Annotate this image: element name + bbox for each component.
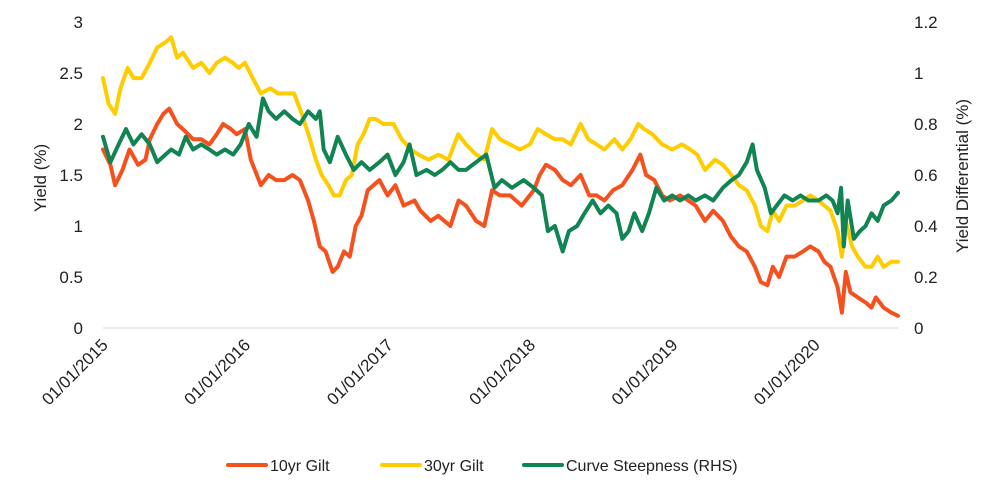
legend: 10yr Gilt 30yr Gilt Curve Steepness (RHS) (226, 458, 738, 475)
y-right-tick-label: 0.4 (914, 217, 938, 236)
y-axis-left-title: Yield (%) (31, 144, 50, 212)
x-tick-label: 01/01/2018 (466, 335, 540, 409)
legend-label-curve-steepness-rhs: Curve Steepness (RHS) (566, 458, 738, 475)
y-right-tick-label: 0.6 (914, 166, 938, 185)
series-line-10yr-gilt (101, 106, 900, 318)
x-tick-label: 01/01/2015 (38, 335, 112, 409)
y-left-tick-label: 2.5 (59, 64, 83, 83)
y-left-tick-label: 2 (74, 115, 83, 134)
y-left-tick-label: 0.5 (59, 268, 83, 287)
x-ticks: 01/01/2015 01/01/2016 01/01/2017 01/01/2018… (38, 335, 824, 409)
x-tick-label: 01/01/2017 (323, 335, 397, 409)
y-left-tick-label: 3 (74, 13, 83, 32)
y-left-tick-label: 1.5 (59, 166, 83, 185)
series-line-curve-steepness-rhs (101, 96, 900, 254)
y-right-tick-label: 0.2 (914, 268, 938, 287)
x-tick-label: 01/01/2020 (750, 335, 824, 409)
series-line-30yr-gilt (101, 35, 900, 269)
y-left-ticks: 0 0.5 1 1.5 2 2.5 3 (59, 13, 83, 338)
y-axis-right-title: Yield Differential (%) (953, 99, 972, 253)
legend-label-10yr-gilt: 10yr Gilt (270, 458, 330, 475)
y-left-tick-label: 0 (74, 319, 83, 338)
y-right-tick-label: 1.2 (914, 13, 938, 32)
y-right-tick-label: 0 (914, 319, 923, 338)
y-right-tick-label: 1 (914, 64, 923, 83)
y-right-tick-label: 0.8 (914, 115, 938, 134)
y-right-ticks: 0 0.2 0.4 0.6 0.8 1 1.2 (914, 13, 938, 338)
y-left-tick-label: 1 (74, 217, 83, 236)
x-tick-label: 01/01/2016 (181, 335, 255, 409)
x-tick-label: 01/01/2019 (608, 335, 682, 409)
series-group (101, 35, 900, 318)
legend-label-30yr-gilt: 30yr Gilt (424, 458, 484, 475)
